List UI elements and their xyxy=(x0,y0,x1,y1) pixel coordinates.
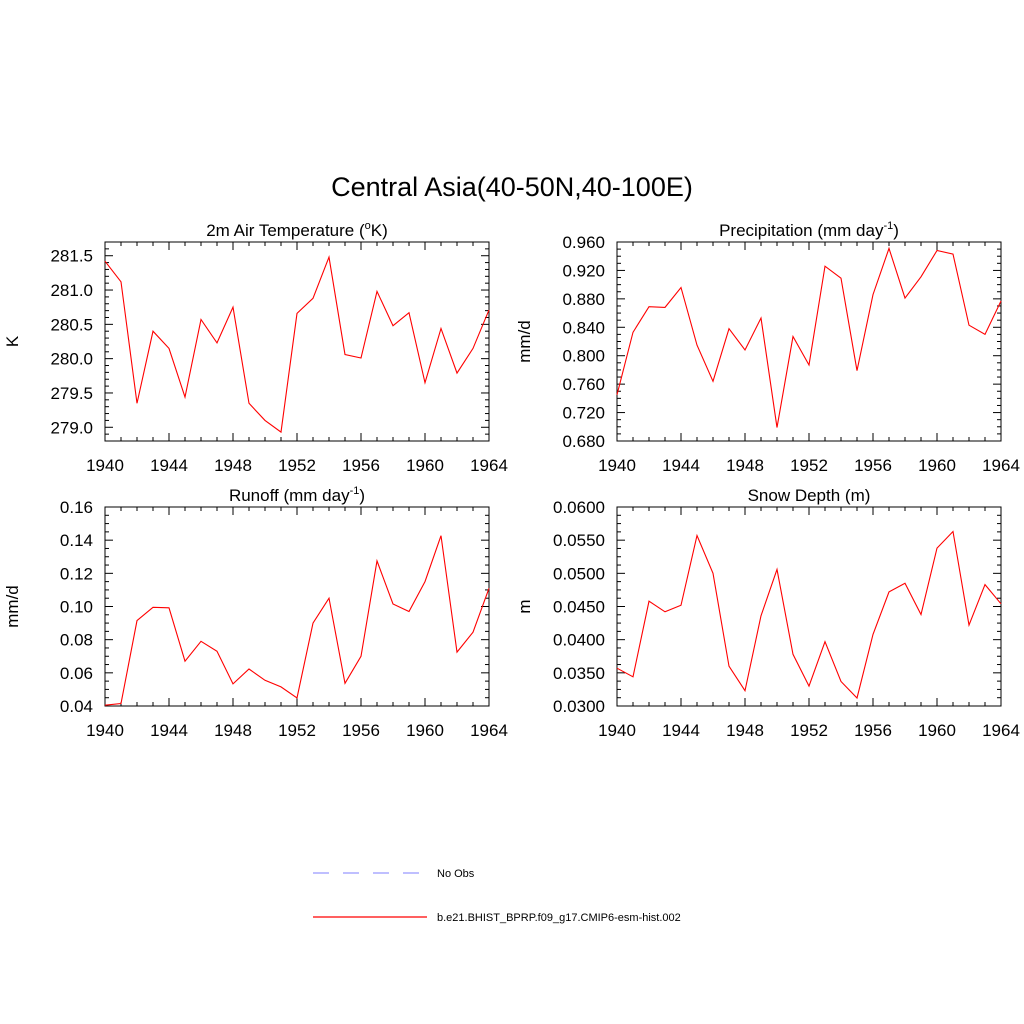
x-tick-label: 1944 xyxy=(150,456,188,475)
y-axis-label: mm/d xyxy=(515,320,534,363)
figure-title: Central Asia(40-50N,40-100E) xyxy=(331,172,693,202)
y-tick-label: 0.0600 xyxy=(553,498,605,517)
series-line-0 xyxy=(616,246,1002,428)
panel-title-main: Precipitation (mm day xyxy=(719,221,884,240)
legend-entry-model-run: b.e21.BHIST_BPRP.f09_g17.CMIP6-esm-hist.… xyxy=(313,912,681,924)
panel-title: 2m Air Temperature (oK) xyxy=(206,220,388,240)
x-tick-label: 1956 xyxy=(854,456,892,475)
y-tick-label: 0.800 xyxy=(562,347,605,366)
plot-frame xyxy=(616,506,1002,707)
x-tick-label: 1940 xyxy=(86,456,124,475)
panel-title-main: 2m Air Temperature ( xyxy=(206,221,365,240)
x-tick-label: 1952 xyxy=(278,456,316,475)
x-tick-label: 1964 xyxy=(982,721,1020,740)
x-tick-label: 1944 xyxy=(150,721,188,740)
panel-title-tail: ) xyxy=(893,221,899,240)
y-tick-label: 0.0550 xyxy=(553,531,605,550)
y-tick-label: 280.5 xyxy=(50,315,93,334)
x-tick-label: 1964 xyxy=(982,456,1020,475)
panel-title-main: Snow Depth (m) xyxy=(748,486,871,505)
y-axis-label: mm/d xyxy=(3,585,22,628)
x-tick-label: 1956 xyxy=(342,721,380,740)
y-tick-label: 0.720 xyxy=(562,404,605,423)
x-tick-label: 1960 xyxy=(406,721,444,740)
y-tick-label: 279.0 xyxy=(50,418,93,437)
series-line-0 xyxy=(104,535,490,706)
y-tick-label: 0.880 xyxy=(562,290,605,309)
x-tick-label: 1948 xyxy=(214,721,252,740)
panel-title: Snow Depth (m) xyxy=(748,486,871,505)
y-tick-label: 0.08 xyxy=(60,631,93,650)
x-tick-label: 1960 xyxy=(918,721,956,740)
x-tick-label: 1964 xyxy=(470,721,508,740)
x-tick-label: 1940 xyxy=(86,721,124,740)
y-tick-label: 0.840 xyxy=(562,318,605,337)
x-tick-label: 1940 xyxy=(598,456,636,475)
plot-frame xyxy=(104,506,490,707)
legend-label-model-run: b.e21.BHIST_BPRP.f09_g17.CMIP6-esm-hist.… xyxy=(437,912,681,924)
x-tick-label: 1948 xyxy=(726,456,764,475)
y-tick-label: 279.5 xyxy=(50,384,93,403)
y-tick-label: 0.14 xyxy=(60,531,93,550)
x-tick-label: 1960 xyxy=(406,456,444,475)
y-tick-label: 280.0 xyxy=(50,350,93,369)
y-tick-label: 281.5 xyxy=(50,247,93,266)
y-tick-label: 0.16 xyxy=(60,498,93,517)
series-line-0 xyxy=(616,530,1002,700)
y-tick-label: 0.0450 xyxy=(553,598,605,617)
x-tick-label: 1948 xyxy=(214,456,252,475)
legend-entry-no-obs: No Obs xyxy=(313,868,475,880)
panel-title-main: Runoff (mm day xyxy=(229,486,350,505)
y-tick-label: 0.960 xyxy=(562,233,605,252)
panel-title-superscript: -1 xyxy=(350,485,360,497)
panel-title: Runoff (mm day-1) xyxy=(229,485,365,505)
panel-title-superscript: o xyxy=(365,220,371,232)
y-tick-label: 0.760 xyxy=(562,375,605,394)
x-tick-label: 1956 xyxy=(342,456,380,475)
panels: 2m Air Temperature (oK) K 1940 1944 1948 1952… xyxy=(3,220,1020,740)
legend: No Obs b.e21.BHIST_BPRP.f09_g17.CMIP6-es… xyxy=(313,868,681,924)
x-tick-label: 1952 xyxy=(790,456,828,475)
y-tick-label: 0.920 xyxy=(562,261,605,280)
x-tick-label: 1952 xyxy=(278,721,316,740)
panel-title-superscript: -1 xyxy=(883,220,893,232)
y-tick-label: 0.04 xyxy=(60,697,93,716)
plot-frame xyxy=(616,241,1002,442)
y-axis-label: m xyxy=(515,599,534,613)
x-tick-label: 1960 xyxy=(918,456,956,475)
y-tick-label: 0.10 xyxy=(60,598,93,617)
y-tick-label: 0.0300 xyxy=(553,697,605,716)
x-tick-label: 1944 xyxy=(662,456,700,475)
panel-title: Precipitation (mm day-1) xyxy=(719,220,899,240)
x-tick-label: 1940 xyxy=(598,721,636,740)
panel-2: Runoff (mm day-1) mm/d 1940 1944 1948 1952 195… xyxy=(3,485,508,740)
y-tick-label: 0.680 xyxy=(562,432,605,451)
panel-title-tail: ) xyxy=(359,486,365,505)
legend-label-no-obs: No Obs xyxy=(437,868,475,880)
y-tick-label: 0.12 xyxy=(60,564,93,583)
x-tick-label: 1952 xyxy=(790,721,828,740)
x-tick-label: 1956 xyxy=(854,721,892,740)
y-axis-label: K xyxy=(3,335,22,347)
panel-0: 2m Air Temperature (oK) K 1940 1944 1948 1952… xyxy=(3,220,508,475)
x-tick-label: 1948 xyxy=(726,721,764,740)
y-tick-label: 0.0500 xyxy=(553,564,605,583)
x-tick-label: 1944 xyxy=(662,721,700,740)
y-tick-label: 281.0 xyxy=(50,281,93,300)
series-line-0 xyxy=(104,255,490,434)
x-tick-label: 1964 xyxy=(470,456,508,475)
y-tick-label: 0.0400 xyxy=(553,631,605,650)
panel-3: Snow Depth (m) m 1940 1944 1948 1952 1956 1960 1… xyxy=(515,486,1020,740)
panel-1: Precipitation (mm day-1) mm/d 1940 1944 1948… xyxy=(515,220,1020,475)
y-tick-label: 0.06 xyxy=(60,664,93,683)
y-tick-label: 0.0350 xyxy=(553,664,605,683)
panel-title-tail: K) xyxy=(371,221,388,240)
